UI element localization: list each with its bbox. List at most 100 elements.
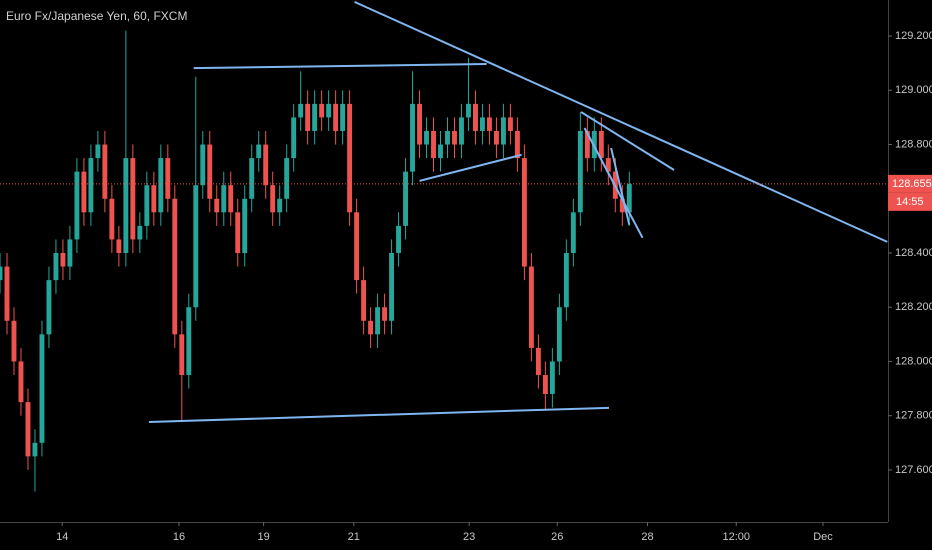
candle-body	[172, 198, 178, 335]
candle-body	[347, 103, 353, 213]
y-tick-label: 128.000	[895, 355, 932, 367]
candle-body	[417, 103, 422, 145]
candle-body	[25, 402, 31, 457]
candle-body	[326, 103, 332, 118]
candle-body	[424, 130, 429, 145]
candle-body	[4, 266, 10, 321]
candle-body	[88, 158, 94, 213]
trend-line	[580, 111, 675, 171]
x-tick-label: 19	[257, 531, 269, 543]
candle-body	[11, 320, 17, 362]
candle-body	[577, 130, 583, 213]
candle-body	[389, 253, 395, 321]
candle-body	[151, 185, 157, 213]
y-tick-label: 128.400	[895, 247, 932, 259]
candle-body	[291, 117, 297, 159]
candle-body	[109, 198, 115, 240]
candle-body	[619, 198, 625, 213]
candle-body	[130, 158, 136, 240]
candle-body	[32, 442, 38, 457]
candle-body	[438, 144, 443, 159]
trend-line	[354, 0, 888, 243]
candle-body	[123, 158, 129, 254]
x-tick-label: 21	[348, 531, 360, 543]
candle-body	[284, 158, 290, 199]
candle-body	[81, 171, 87, 213]
candle-body	[39, 334, 45, 443]
candle-body	[228, 185, 234, 213]
candle-body	[60, 253, 66, 267]
candle-body	[375, 307, 381, 335]
candle-body	[298, 103, 304, 118]
candle-body	[256, 144, 262, 159]
candle-body	[319, 103, 325, 118]
x-tick-label: 23	[463, 531, 475, 543]
candle-body	[200, 144, 206, 186]
candle-body	[186, 307, 192, 376]
candle-body	[95, 144, 101, 159]
candle-body	[584, 130, 590, 159]
candle-body	[368, 320, 374, 335]
candle-body	[354, 212, 360, 281]
candle-body	[277, 198, 283, 213]
candle-body	[340, 103, 346, 131]
candle-body	[361, 280, 367, 321]
candle-body	[74, 171, 80, 240]
candle-body	[46, 280, 52, 335]
candle-body	[459, 117, 464, 145]
candle-body	[570, 212, 576, 254]
trend-line	[419, 153, 522, 182]
candle-body	[249, 158, 255, 199]
candle-body	[507, 117, 513, 131]
x-tick-label: 26	[551, 531, 563, 543]
candle-body	[598, 130, 604, 159]
candle-body	[452, 130, 457, 145]
candle-body	[137, 225, 143, 240]
candle-body	[549, 361, 555, 395]
x-tick-label: 28	[641, 531, 653, 543]
candle-body	[242, 198, 248, 254]
candle-body	[487, 117, 492, 131]
candle-body	[0, 266, 3, 281]
candle-body	[193, 185, 199, 308]
x-tick-label: Dec	[813, 531, 833, 543]
trend-line	[193, 62, 487, 70]
candle-body	[514, 130, 520, 159]
x-tick-label: 16	[173, 531, 185, 543]
trend-line	[583, 127, 644, 239]
candle-body	[473, 103, 478, 131]
candle-body	[431, 130, 436, 159]
chart-title: Euro Fx/Japanese Yen, 60, FXCM	[6, 9, 187, 23]
y-tick-label: 127.800	[895, 410, 932, 422]
candle-body	[214, 198, 220, 213]
y-tick-label: 128.800	[895, 138, 932, 150]
candle-body	[221, 185, 227, 213]
candle-body	[410, 103, 415, 172]
y-tick-label: 128.200	[895, 301, 932, 313]
candle-body	[556, 307, 562, 362]
candle-body	[67, 239, 73, 267]
candle-body	[333, 103, 339, 131]
last-price-box	[888, 174, 932, 193]
candle-body	[500, 117, 506, 145]
candle-body	[403, 171, 408, 226]
candle-body	[144, 185, 150, 226]
x-tick-label: 14	[56, 531, 68, 543]
candle-body	[535, 347, 541, 376]
candle-body	[270, 185, 276, 213]
candle-body	[480, 117, 485, 131]
candle-body	[53, 253, 59, 281]
candle-body	[18, 361, 24, 403]
candle-body	[207, 144, 213, 199]
candle-body	[563, 253, 569, 308]
countdown-box	[888, 192, 932, 211]
candle-body	[445, 130, 450, 145]
y-tick-label: 129.000	[895, 84, 932, 96]
candle-body	[528, 266, 534, 348]
candle-body	[626, 183, 632, 213]
trend-line	[148, 406, 610, 423]
candle-body	[312, 103, 318, 131]
